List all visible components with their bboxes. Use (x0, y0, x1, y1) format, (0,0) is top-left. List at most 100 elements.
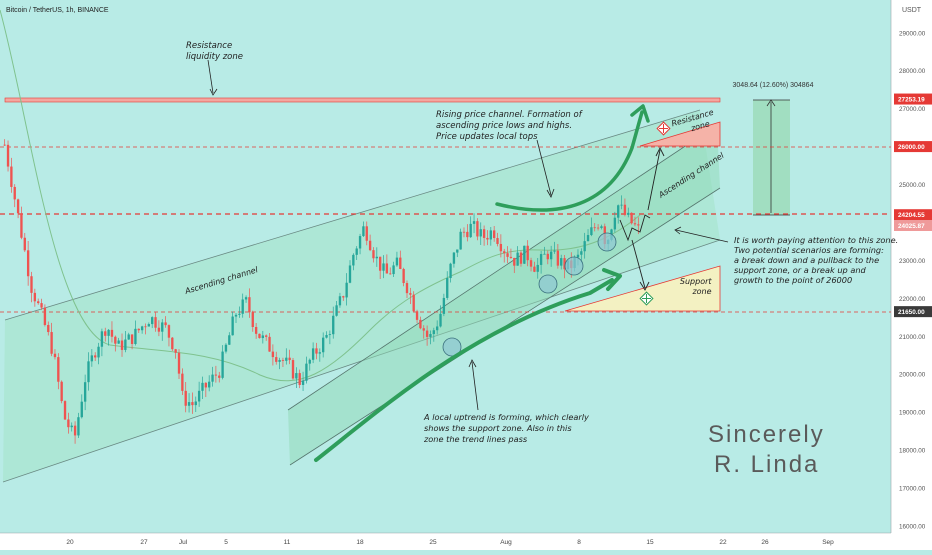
candle (315, 342, 318, 360)
candle (449, 262, 452, 283)
candle (140, 325, 144, 334)
candle (77, 412, 80, 439)
price-tick: 22000.00 (899, 296, 926, 303)
candle (325, 331, 328, 339)
candle (147, 322, 151, 327)
candle (375, 247, 378, 267)
time-axis[interactable] (0, 533, 891, 550)
price-axis[interactable] (891, 0, 932, 550)
time-tick: 27 (140, 539, 148, 546)
svg-text:24025.87: 24025.87 (898, 223, 925, 230)
candle (539, 251, 543, 274)
target-marker-resistance[interactable] (656, 121, 671, 136)
candle (402, 267, 405, 287)
candle (67, 412, 70, 434)
price-tick: 23000.00 (899, 258, 926, 265)
candle (489, 227, 492, 246)
candle (254, 323, 258, 339)
svg-text:27253.19: 27253.19 (898, 97, 925, 104)
candle (234, 313, 238, 324)
candle (435, 320, 439, 335)
candle (439, 305, 442, 328)
resistance-zone-box[interactable] (639, 121, 721, 147)
candle (549, 245, 553, 267)
local-channel-top[interactable] (287, 124, 718, 411)
candle (187, 393, 191, 413)
candle (211, 366, 214, 387)
candle (395, 251, 399, 267)
candle (318, 348, 321, 362)
candle (201, 376, 204, 399)
candle (308, 358, 311, 371)
candle (241, 293, 244, 318)
candle (114, 335, 117, 352)
candle (134, 320, 137, 346)
candle (459, 228, 462, 250)
candle (26, 241, 30, 286)
price-tick: 19000.00 (899, 410, 926, 417)
candle (144, 323, 147, 335)
svg-text:26000.00: 26000.00 (898, 144, 925, 151)
candle (23, 232, 26, 253)
price-tick: 16000.00 (899, 524, 926, 531)
candle (332, 306, 335, 339)
candle (469, 216, 472, 238)
price-axis-ticks: 16000.00 17000.00 18000.00 19000.00 20000.00… (899, 30, 926, 530)
local-channel-fill (288, 125, 720, 465)
candle (107, 329, 110, 346)
candle (368, 234, 372, 252)
candle (70, 422, 73, 432)
candle (285, 348, 288, 365)
price-label[interactable]: 27253.19 (894, 93, 932, 105)
time-tick: Jul (179, 539, 188, 546)
candle (509, 248, 513, 259)
breakout-arrow[interactable] (495, 110, 644, 212)
candle (472, 213, 476, 234)
time-tick: 25 (429, 539, 437, 546)
price-tick: 20000.00 (899, 372, 926, 379)
candle (365, 221, 368, 246)
candle (358, 233, 362, 255)
candle (452, 251, 456, 268)
candle (630, 212, 633, 225)
candle (311, 342, 315, 364)
candle (456, 249, 459, 258)
candle (342, 295, 345, 301)
price-tick: 28000.00 (899, 68, 926, 75)
candle (30, 271, 33, 303)
price-label[interactable]: 21650.00 (894, 306, 932, 318)
resistance-liquidity-band[interactable] (4, 97, 721, 103)
candle (37, 298, 40, 305)
candle (600, 224, 603, 230)
candle (231, 311, 234, 336)
time-tick: 11 (284, 539, 291, 546)
support-zone-box[interactable] (564, 265, 721, 312)
price-label[interactable]: 26000.00 (894, 141, 932, 153)
candle (258, 333, 261, 339)
ascending-channel-top[interactable] (4, 109, 701, 321)
target-marker-support[interactable] (639, 291, 654, 306)
candle (335, 300, 338, 317)
price-label[interactable]: 24025.87 (894, 219, 932, 231)
candle (191, 392, 194, 414)
candle (157, 320, 161, 337)
low-circle (597, 232, 617, 252)
candle (43, 304, 47, 327)
candle (97, 342, 100, 365)
candle (16, 198, 20, 219)
measure-box[interactable] (753, 100, 790, 215)
support-zone-label: Support zone (680, 277, 714, 296)
rising-channel-note: Rising price channel. Formation of ascen… (436, 110, 584, 142)
uptrend-arrow[interactable] (314, 278, 614, 462)
candle (405, 280, 409, 299)
candle (94, 352, 97, 361)
candle (301, 371, 305, 392)
candle (519, 250, 523, 267)
candle (563, 255, 566, 279)
candle (10, 157, 13, 193)
candle (546, 250, 549, 265)
price-label[interactable]: 24204.55 (894, 209, 932, 221)
price-tick: 27000.00 (899, 106, 926, 113)
candles-layer (3, 139, 640, 444)
